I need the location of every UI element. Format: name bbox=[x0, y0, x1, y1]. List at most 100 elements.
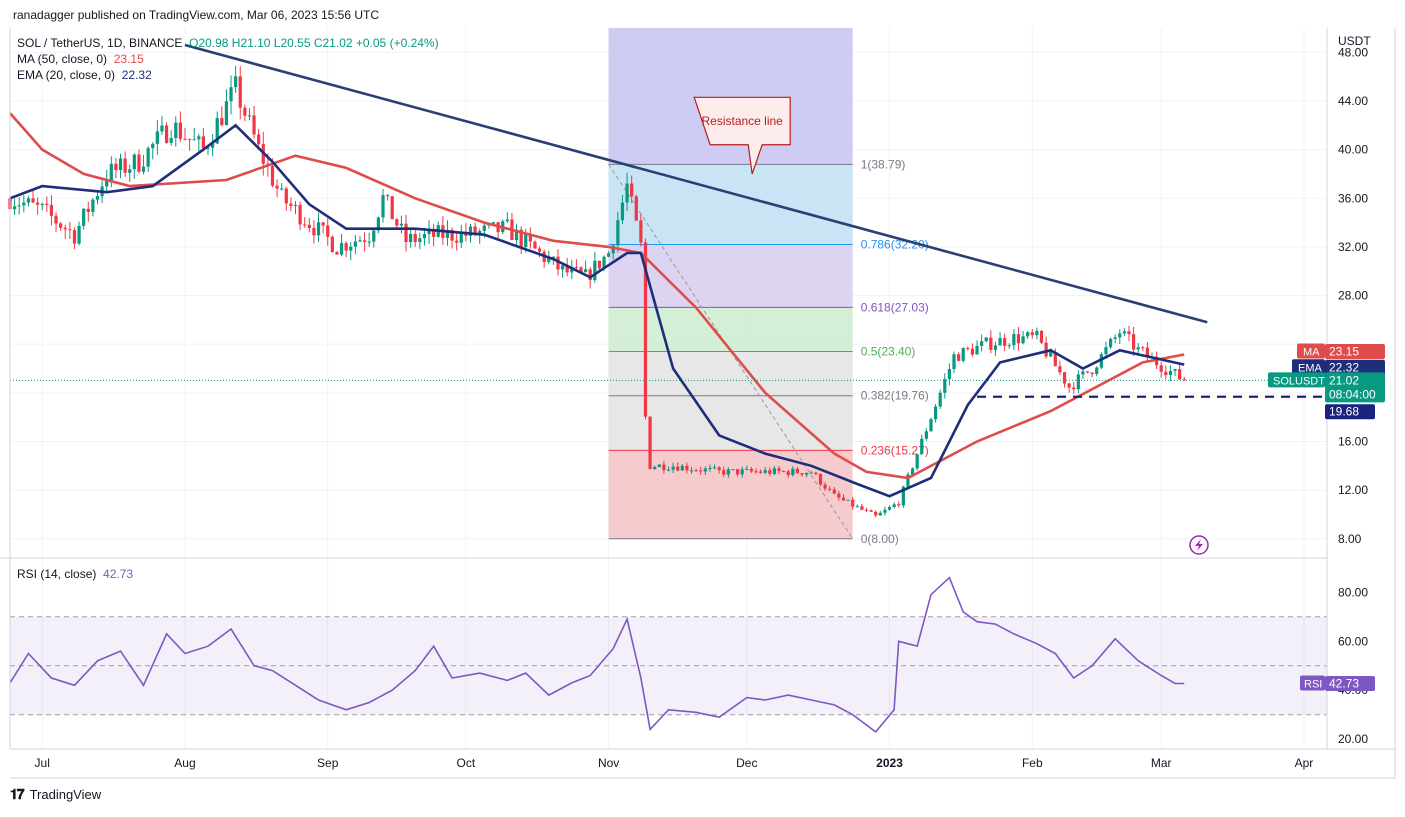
candle-body bbox=[1026, 332, 1030, 337]
candle-body bbox=[404, 223, 408, 243]
drawings[interactable]: Resistance line bbox=[10, 43, 1327, 555]
candle-body bbox=[786, 471, 790, 476]
price-tick-label: 48.00 bbox=[1338, 45, 1368, 59]
fib-level-label: 0(8.00) bbox=[861, 532, 899, 546]
candle-body bbox=[791, 468, 795, 476]
candle-body bbox=[584, 269, 588, 273]
candle-body bbox=[809, 472, 813, 474]
candle-body bbox=[735, 469, 740, 475]
support-tag-value: 19.68 bbox=[1329, 405, 1359, 419]
candle-body bbox=[763, 470, 767, 473]
candle-body bbox=[625, 183, 629, 203]
candle-body bbox=[906, 474, 910, 487]
legend-ema: EMA (20, close, 0) bbox=[17, 68, 116, 82]
candle-body bbox=[1067, 383, 1071, 388]
candle-body bbox=[49, 204, 54, 216]
candle-body bbox=[887, 506, 892, 510]
legend-ohlc: O20.98 H21.10 L20.55 C21.02 +0.05 (+0.24… bbox=[189, 36, 439, 50]
candle-body bbox=[768, 470, 772, 474]
candle-body bbox=[303, 224, 307, 226]
candle-body bbox=[980, 341, 984, 346]
candle-body bbox=[579, 267, 583, 273]
candle-body bbox=[772, 468, 777, 474]
legend-ema-value: 22.32 bbox=[121, 68, 152, 82]
support-tag-value-bg bbox=[1325, 404, 1375, 420]
candle-body bbox=[418, 238, 422, 243]
candle-body bbox=[556, 256, 560, 270]
candle-body bbox=[395, 219, 399, 226]
candle-body bbox=[874, 511, 878, 516]
candle-body bbox=[947, 369, 952, 380]
candle-body bbox=[574, 267, 579, 269]
candle-body bbox=[247, 115, 252, 117]
rsi-tag-label: RSI bbox=[1304, 679, 1322, 691]
lightning-icon-bolt bbox=[1195, 539, 1203, 551]
candle-body bbox=[708, 468, 712, 470]
candle-body bbox=[36, 202, 40, 205]
candle-body bbox=[630, 183, 634, 197]
candle-body bbox=[105, 180, 109, 187]
time-tick-label: 2023 bbox=[876, 756, 903, 770]
candle-body bbox=[1085, 371, 1090, 373]
candle-body bbox=[666, 469, 671, 471]
rsi-legend[interactable]: RSI (14, close) 42.73 bbox=[17, 567, 133, 581]
price-tick-label: 28.00 bbox=[1338, 289, 1368, 303]
rsi-panel bbox=[0, 557, 1405, 716]
candle-body bbox=[427, 228, 431, 235]
candle-body bbox=[837, 493, 841, 498]
candle-body bbox=[1104, 347, 1108, 355]
rsi-tag-label-bg bbox=[1300, 675, 1325, 691]
candle-body bbox=[409, 233, 413, 243]
candle-body bbox=[243, 107, 247, 116]
callout-text: Resistance line bbox=[701, 114, 783, 128]
candle-body bbox=[1090, 372, 1094, 375]
candle-body bbox=[82, 208, 86, 226]
candle-body bbox=[869, 510, 873, 512]
candle-body bbox=[1118, 333, 1122, 338]
candle-body bbox=[712, 467, 717, 469]
price-tick-label: 36.00 bbox=[1338, 191, 1368, 205]
candle-body bbox=[975, 345, 979, 355]
candle-body bbox=[445, 229, 450, 238]
legend-ema-row[interactable]: EMA (20, close, 0) 22.32 bbox=[17, 67, 439, 83]
candle-body bbox=[1168, 370, 1173, 376]
candle-body bbox=[385, 195, 390, 197]
candle-body bbox=[689, 470, 694, 472]
candle-body bbox=[634, 196, 638, 221]
candle-body bbox=[1178, 369, 1182, 380]
rsi-legend-value: 42.73 bbox=[103, 567, 134, 581]
candle-body bbox=[164, 125, 169, 143]
candle-body bbox=[1030, 332, 1034, 336]
candle-body bbox=[211, 143, 215, 148]
candle-body bbox=[284, 188, 288, 204]
brand[interactable]: 𝟏𝟕 TradingView bbox=[10, 786, 101, 803]
ma-tag-value-bg bbox=[1325, 343, 1385, 359]
tradingview-logo-icon: 𝟏𝟕 bbox=[10, 786, 25, 802]
candle-body bbox=[390, 196, 394, 220]
candle-body bbox=[201, 136, 206, 149]
candle-body bbox=[312, 228, 316, 236]
candle-body bbox=[376, 217, 381, 231]
price-tag-value-bg bbox=[1325, 372, 1385, 403]
candle-body bbox=[1076, 374, 1080, 390]
candle-body bbox=[12, 206, 17, 210]
legend-symbol[interactable]: SOL / TetherUS, 1D, BINANCE bbox=[17, 36, 183, 50]
candle-body bbox=[229, 87, 233, 102]
rsi-line bbox=[9, 576, 1185, 733]
candle-body bbox=[26, 198, 31, 203]
candle-body bbox=[86, 208, 90, 213]
candle-body bbox=[1081, 371, 1085, 375]
candle-body bbox=[749, 468, 753, 472]
candle-body bbox=[966, 348, 970, 350]
candle-body bbox=[864, 509, 869, 511]
rsi-tick-label: 80.00 bbox=[1338, 585, 1368, 599]
candle-body bbox=[910, 468, 915, 475]
fib-level-label: 0.618(27.03) bbox=[861, 300, 929, 314]
ema-tag-label-bg bbox=[1292, 359, 1325, 375]
candle-body bbox=[537, 248, 542, 252]
candle-body bbox=[31, 198, 35, 203]
candle-body bbox=[998, 338, 1002, 346]
indicator-lines bbox=[9, 112, 1185, 733]
legend-ma-row[interactable]: MA (50, close, 0) 23.15 bbox=[17, 51, 439, 67]
